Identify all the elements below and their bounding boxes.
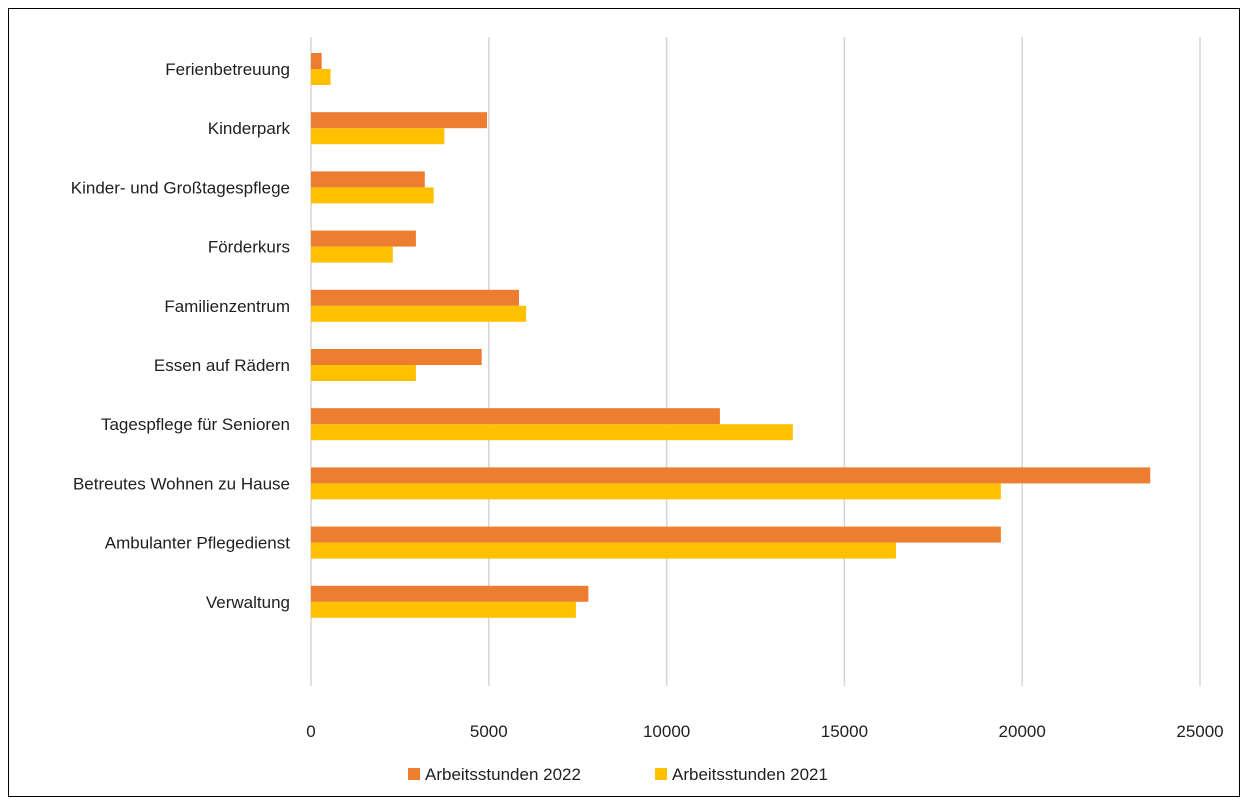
category-label: Ferienbetreuung <box>165 60 290 79</box>
category-label: Kinderpark <box>208 119 291 138</box>
legend-swatch-2021 <box>655 768 667 780</box>
legend-label: Arbeitsstunden 2022 <box>425 765 581 784</box>
category-label: Kinder- und Großtagespflege <box>71 178 290 197</box>
category-label: Essen auf Rädern <box>154 356 290 375</box>
bar-2021-1 <box>311 128 445 145</box>
legend: Arbeitsstunden 2022 Arbeitsstunden 2021 <box>408 765 828 784</box>
bar-2021-5 <box>311 365 416 381</box>
x-tick-label: 0 <box>306 722 315 741</box>
legend-label: Arbeitsstunden 2021 <box>672 765 828 784</box>
category-label: Ambulanter Pflegedienst <box>105 534 291 553</box>
bars <box>311 53 1151 618</box>
x-tick-label: 25000 <box>1176 722 1223 741</box>
category-label: Betreutes Wohnen zu Hause <box>73 474 290 493</box>
bar-2021-8 <box>311 542 896 559</box>
bar-2022-4 <box>311 289 520 306</box>
x-tick-label: 5000 <box>470 722 508 741</box>
bar-2022-8 <box>311 526 1001 543</box>
bar-2021-7 <box>311 483 1001 500</box>
gridlines <box>310 37 1201 686</box>
bar-2022-5 <box>311 349 482 365</box>
x-axis-ticks: 0 5000 10000 15000 20000 25000 <box>306 722 1223 741</box>
bar-2022-0 <box>311 53 322 69</box>
bar-2022-6 <box>311 408 720 425</box>
category-label: Förderkurs <box>208 238 290 257</box>
bar-2022-2 <box>311 171 425 188</box>
bar-2022-9 <box>311 585 589 602</box>
bar-2021-0 <box>311 69 331 85</box>
x-tick-label: 10000 <box>643 722 690 741</box>
bar-2021-3 <box>311 246 393 263</box>
x-tick-label: 20000 <box>999 722 1046 741</box>
bar-2021-9 <box>311 601 576 618</box>
bar-2021-6 <box>311 424 793 441</box>
bar-2021-2 <box>311 187 434 204</box>
bar-2022-7 <box>311 467 1151 484</box>
bar-2022-3 <box>311 230 416 247</box>
category-label: Tagespflege für Senioren <box>101 415 290 434</box>
category-label: Verwaltung <box>206 593 290 612</box>
legend-swatch-2022 <box>408 768 420 780</box>
bar-2021-4 <box>311 305 527 322</box>
x-tick-label: 15000 <box>821 722 868 741</box>
chart-frame <box>8 8 1240 797</box>
category-labels: Ferienbetreuung Kinderpark Kinder- und Gro… <box>71 60 291 612</box>
bar-2022-1 <box>311 112 488 129</box>
category-label: Familienzentrum <box>164 297 290 316</box>
